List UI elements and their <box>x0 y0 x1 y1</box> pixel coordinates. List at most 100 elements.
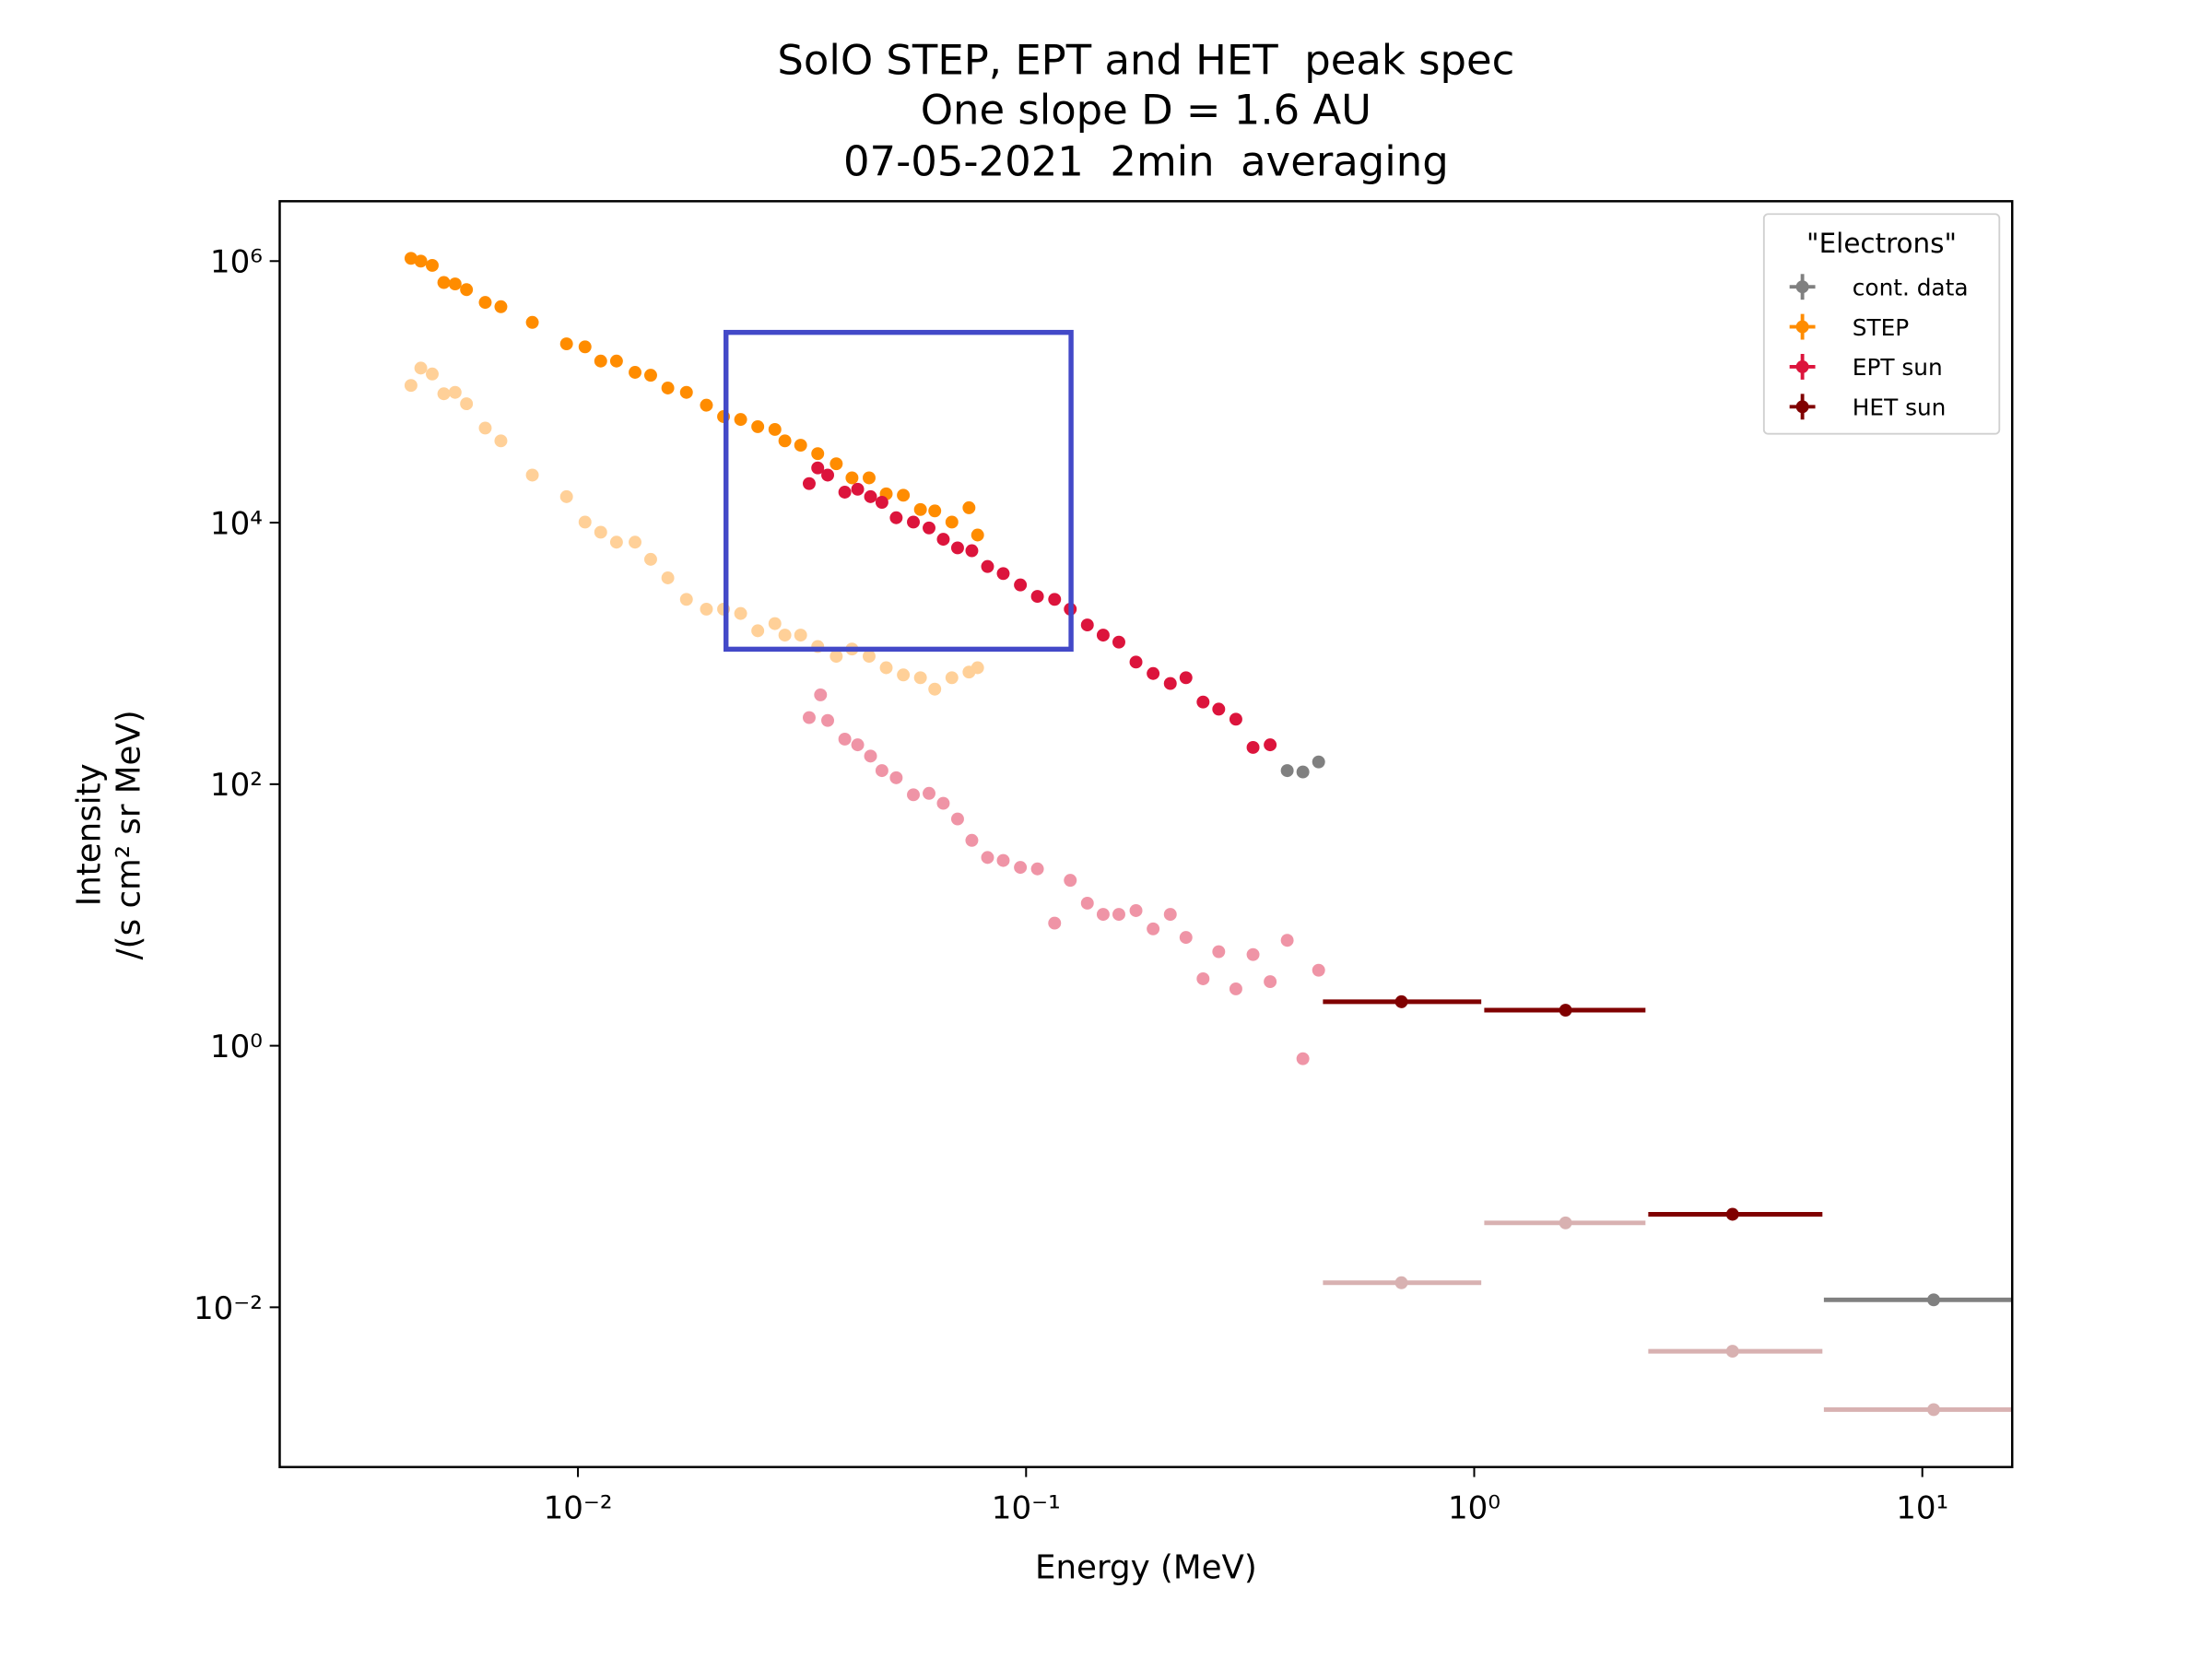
data-point <box>578 340 592 354</box>
data-point <box>851 482 865 496</box>
data-point <box>1179 671 1193 685</box>
data-point <box>460 283 474 297</box>
data-point <box>559 489 573 503</box>
data-point <box>448 277 462 291</box>
data-point <box>609 535 623 549</box>
data-point <box>923 521 935 535</box>
data-point <box>437 276 451 289</box>
data-point <box>889 771 903 784</box>
data-point <box>778 434 792 448</box>
data-point <box>448 385 462 399</box>
data-point <box>609 354 623 368</box>
data-point <box>950 541 964 555</box>
data-point <box>751 419 765 433</box>
data-point <box>1030 862 1044 876</box>
data-point <box>1096 629 1110 642</box>
data-point <box>1394 1276 1408 1289</box>
chart-title: SolO STEP, EPT and HET peak spec <box>777 36 1514 85</box>
data-point <box>1229 982 1242 995</box>
data-point <box>426 258 439 272</box>
data-point <box>1147 922 1160 935</box>
data-point <box>1394 994 1408 1008</box>
series <box>1280 755 2013 1307</box>
data-point <box>923 786 935 800</box>
data-point <box>1264 975 1277 989</box>
y-tick-label: 10² <box>210 767 263 804</box>
legend-marker <box>1795 359 1809 373</box>
data-point <box>928 504 942 518</box>
data-point <box>971 528 984 542</box>
y-axis-label: /(s cm² sr MeV) <box>111 710 148 959</box>
data-point <box>845 471 859 485</box>
data-point <box>981 559 994 573</box>
data-point <box>864 489 877 503</box>
data-point <box>1196 972 1210 985</box>
y-axis-label: Intensity <box>70 763 108 906</box>
plot-area <box>404 252 2013 1417</box>
data-point <box>851 738 865 752</box>
x-tick-label: 10¹ <box>1896 1489 1948 1526</box>
series <box>802 688 1325 1065</box>
data-point <box>1559 1216 1572 1230</box>
x-tick-label: 10⁻² <box>544 1489 613 1526</box>
data-point <box>734 606 747 620</box>
data-point <box>838 486 852 499</box>
data-point <box>1080 618 1094 632</box>
data-point <box>1927 1403 1940 1417</box>
highlight-box <box>724 329 1074 653</box>
data-point <box>1296 1052 1310 1065</box>
legend-marker <box>1795 320 1809 334</box>
x-tick-label: 10⁰ <box>1448 1489 1500 1526</box>
data-point <box>1280 764 1294 778</box>
data-point <box>1312 755 1325 769</box>
data-point <box>811 447 825 461</box>
series <box>1323 994 1823 1221</box>
y-tick-label: 10⁶ <box>210 244 263 281</box>
data-point <box>1559 1004 1572 1018</box>
data-point <box>1246 740 1260 754</box>
data-point <box>907 515 920 529</box>
data-point <box>1096 908 1110 922</box>
data-point <box>494 434 508 448</box>
data-point <box>821 468 834 482</box>
data-point <box>1725 1207 1739 1221</box>
axes-frame <box>278 200 2014 1468</box>
data-point <box>1147 666 1160 680</box>
data-point <box>962 500 976 514</box>
data-point <box>950 812 964 826</box>
data-point <box>1112 908 1125 922</box>
data-point <box>768 422 782 436</box>
data-point <box>814 688 828 701</box>
data-point <box>751 624 765 638</box>
data-point <box>1048 916 1062 930</box>
chart-subtitle: 07-05-2021 2min averaging <box>843 136 1449 185</box>
data-point <box>897 668 911 682</box>
y-tick-label: 10⁰ <box>210 1029 263 1065</box>
data-point <box>629 366 642 379</box>
data-point <box>1725 1345 1739 1359</box>
data-point <box>661 571 675 584</box>
data-point <box>460 397 474 411</box>
data-point <box>945 671 959 685</box>
data-point <box>525 468 539 482</box>
data-point <box>1229 712 1242 726</box>
data-point <box>928 682 942 696</box>
data-point <box>1280 934 1294 947</box>
data-point <box>864 749 877 763</box>
data-point <box>700 398 713 412</box>
data-point <box>1212 945 1226 959</box>
legend-label: cont. data <box>1853 275 1969 301</box>
legend-label: EPT sun <box>1853 354 1943 381</box>
series <box>404 252 984 542</box>
series <box>1323 1216 2013 1417</box>
data-point <box>971 661 984 675</box>
data-point <box>1030 590 1044 604</box>
data-point <box>559 337 573 351</box>
data-point <box>414 361 428 375</box>
chart-subtitle: One slope D = 1.6 AU <box>921 86 1371 135</box>
series <box>802 461 1277 754</box>
data-point <box>644 369 657 382</box>
data-point <box>1212 702 1226 716</box>
x-tick-label: 10⁻¹ <box>992 1489 1061 1526</box>
